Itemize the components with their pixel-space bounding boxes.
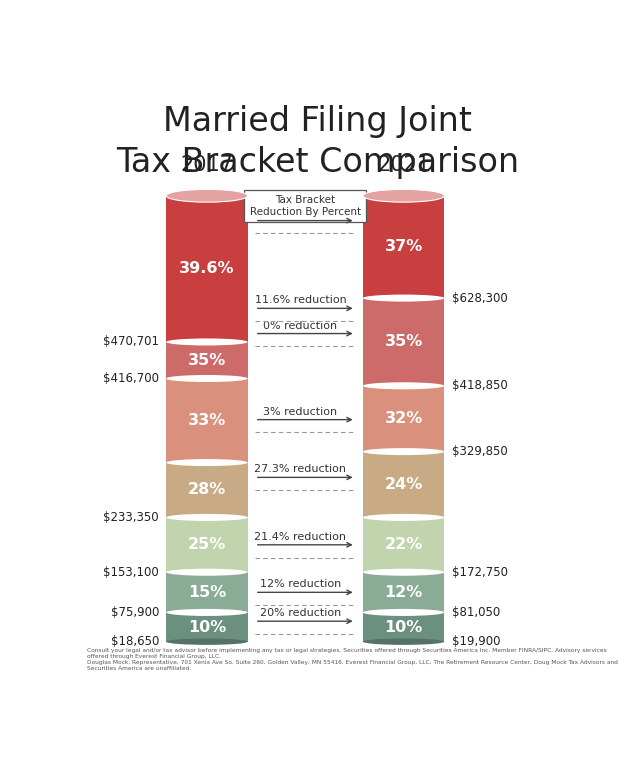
- Text: $172,750: $172,750: [452, 565, 508, 578]
- Text: $153,100: $153,100: [103, 565, 159, 578]
- Bar: [166, 342, 248, 378]
- Text: Tax Bracket
Reduction By Percent: Tax Bracket Reduction By Percent: [249, 195, 361, 217]
- Bar: [363, 517, 444, 572]
- Text: $329,850: $329,850: [452, 445, 508, 458]
- Text: 12% reduction: 12% reduction: [260, 579, 341, 590]
- Bar: [166, 572, 248, 612]
- Text: 10%: 10%: [384, 619, 423, 634]
- Text: $470,701: $470,701: [103, 335, 159, 348]
- Bar: [166, 463, 248, 517]
- Ellipse shape: [166, 514, 248, 521]
- Ellipse shape: [363, 189, 444, 202]
- Text: 35%: 35%: [384, 335, 423, 350]
- Ellipse shape: [166, 338, 248, 345]
- Text: $81,050: $81,050: [452, 606, 500, 619]
- Text: $18,650: $18,650: [111, 635, 159, 648]
- Bar: [166, 378, 248, 463]
- Text: 25%: 25%: [188, 537, 226, 553]
- Text: 27.3% reduction: 27.3% reduction: [254, 465, 347, 475]
- Text: 2017: 2017: [180, 154, 233, 175]
- Text: 24%: 24%: [384, 477, 423, 492]
- Text: 15%: 15%: [188, 585, 226, 600]
- Text: $418,850: $418,850: [452, 379, 508, 392]
- Bar: [363, 572, 444, 612]
- Text: 10%: 10%: [188, 619, 226, 634]
- Text: 2021: 2021: [377, 154, 430, 175]
- Text: Consult your legal and/or tax advisor before implementing any tax or legal strat: Consult your legal and/or tax advisor be…: [87, 649, 618, 671]
- Text: 39.6%: 39.6%: [179, 261, 235, 276]
- Ellipse shape: [363, 448, 444, 455]
- Bar: [166, 517, 248, 572]
- Bar: [166, 196, 248, 342]
- Text: $75,900: $75,900: [111, 606, 159, 619]
- Ellipse shape: [166, 609, 248, 616]
- Ellipse shape: [166, 189, 248, 202]
- Text: 11.6% reduction: 11.6% reduction: [254, 295, 346, 305]
- Text: 32%: 32%: [384, 411, 423, 426]
- Text: 37%: 37%: [384, 239, 423, 254]
- Text: 20% reduction: 20% reduction: [260, 609, 341, 618]
- Text: 22%: 22%: [384, 537, 423, 553]
- Ellipse shape: [363, 294, 444, 301]
- Ellipse shape: [363, 382, 444, 389]
- Text: $416,700: $416,700: [103, 372, 159, 385]
- Bar: [363, 386, 444, 452]
- Bar: [363, 298, 444, 386]
- Ellipse shape: [166, 638, 248, 645]
- Bar: [363, 196, 444, 298]
- Bar: [363, 452, 444, 517]
- Ellipse shape: [363, 609, 444, 616]
- Text: 21.4% reduction: 21.4% reduction: [254, 532, 347, 542]
- Text: $19,900: $19,900: [452, 635, 500, 648]
- Ellipse shape: [166, 375, 248, 382]
- Text: $233,350: $233,350: [103, 511, 159, 524]
- Bar: [166, 612, 248, 642]
- Text: Married Filing Joint
Tax Bracket Comparison: Married Filing Joint Tax Bracket Compari…: [116, 105, 519, 179]
- Text: 3% reduction: 3% reduction: [264, 407, 337, 416]
- Text: 35%: 35%: [188, 353, 226, 368]
- Text: 28%: 28%: [188, 482, 226, 497]
- Text: $628,300: $628,300: [452, 291, 508, 304]
- Text: 6.6% reduction: 6.6% reduction: [258, 207, 343, 218]
- Ellipse shape: [166, 459, 248, 466]
- Ellipse shape: [363, 638, 444, 645]
- Text: 0% reduction: 0% reduction: [264, 321, 337, 331]
- Bar: [363, 612, 444, 642]
- Text: 33%: 33%: [188, 413, 226, 428]
- Ellipse shape: [166, 569, 248, 576]
- Ellipse shape: [363, 514, 444, 521]
- Ellipse shape: [363, 569, 444, 576]
- Text: 12%: 12%: [384, 585, 423, 600]
